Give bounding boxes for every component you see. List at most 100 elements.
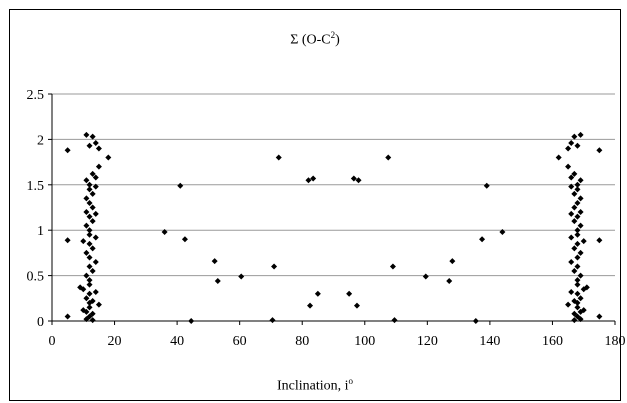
- data-point: [275, 154, 282, 161]
- data-point: [577, 209, 584, 216]
- data-point: [181, 236, 188, 243]
- x-tick-label: 20: [108, 334, 122, 349]
- data-point: [83, 249, 90, 256]
- data-point: [596, 237, 603, 244]
- data-point: [350, 175, 357, 182]
- data-point: [574, 181, 581, 188]
- data-point: [307, 302, 314, 309]
- data-point: [310, 175, 317, 182]
- data-point: [314, 290, 321, 297]
- y-tick-label: 1: [37, 224, 44, 239]
- data-point: [574, 281, 581, 288]
- data-point: [86, 290, 93, 297]
- data-point: [568, 210, 575, 217]
- data-point: [574, 304, 581, 311]
- data-point: [89, 204, 96, 211]
- data-point: [83, 195, 90, 202]
- data-point: [577, 195, 584, 202]
- data-point: [86, 263, 93, 270]
- data-point: [271, 263, 278, 270]
- data-point: [353, 302, 360, 309]
- data-point: [83, 177, 90, 184]
- data-point: [86, 199, 93, 206]
- x-tick-label: 140: [479, 334, 500, 349]
- y-tick-label: 1.5: [27, 179, 45, 194]
- data-point: [574, 213, 581, 220]
- x-tick-label: 40: [170, 334, 184, 349]
- data-point: [568, 288, 575, 295]
- x-tick-label: 100: [354, 334, 375, 349]
- data-point: [80, 286, 87, 293]
- data-point: [305, 177, 312, 184]
- data-point: [238, 273, 245, 280]
- x-tick-label: 60: [233, 334, 247, 349]
- data-point: [577, 222, 584, 229]
- data-point: [571, 268, 578, 275]
- x-tick-label: 80: [295, 334, 309, 349]
- data-point: [188, 318, 195, 324]
- chart-frame: [9, 9, 621, 401]
- data-point: [89, 268, 96, 275]
- data-point: [565, 163, 572, 170]
- data-point: [89, 133, 96, 140]
- data-point: [86, 186, 93, 193]
- y-tick-label: 0.5: [27, 270, 45, 285]
- data-point: [83, 295, 90, 302]
- data-point: [577, 272, 584, 279]
- data-point: [83, 209, 90, 216]
- x-tick-label: 120: [417, 334, 438, 349]
- data-point: [83, 131, 90, 138]
- axes: [48, 93, 616, 325]
- data-point: [86, 213, 93, 220]
- data-point: [580, 307, 587, 314]
- data-point: [449, 258, 456, 265]
- data-point: [472, 318, 479, 324]
- data-point: [568, 234, 575, 241]
- chart-title-suffix: ): [335, 32, 340, 48]
- data-point: [583, 284, 590, 291]
- data-point: [422, 273, 429, 280]
- data-point: [568, 258, 575, 265]
- data-point: [574, 227, 581, 234]
- data-point: [177, 182, 184, 189]
- data-point: [574, 299, 581, 306]
- data-point: [92, 234, 99, 241]
- chart-title-superscript: 2: [330, 30, 336, 40]
- gridlines: [52, 93, 615, 277]
- data-point: [86, 181, 93, 188]
- data-point: [95, 163, 102, 170]
- data-point: [580, 238, 587, 245]
- data-point: [105, 154, 112, 161]
- data-point: [86, 281, 93, 288]
- data-point: [577, 316, 584, 323]
- data-point: [483, 182, 490, 189]
- data-point: [86, 240, 93, 247]
- data-point: [92, 174, 99, 181]
- data-point: [64, 313, 71, 320]
- data-point: [574, 240, 581, 247]
- data-points: [64, 131, 603, 324]
- data-point: [574, 277, 581, 284]
- data-point: [391, 317, 398, 324]
- data-point: [565, 301, 572, 308]
- data-point: [92, 288, 99, 295]
- data-point: [86, 254, 93, 261]
- data-point: [89, 317, 96, 324]
- y-tick-label: 0: [37, 315, 44, 330]
- data-point: [86, 304, 93, 311]
- chart-title: Σ (O-C2): [9, 30, 621, 49]
- data-point: [574, 142, 581, 149]
- data-point: [64, 147, 71, 154]
- data-point: [577, 131, 584, 138]
- data-point: [571, 170, 578, 177]
- data-point: [574, 231, 581, 238]
- data-point: [92, 210, 99, 217]
- data-point: [95, 145, 102, 152]
- data-point: [574, 263, 581, 270]
- data-point: [211, 258, 218, 265]
- data-point: [346, 290, 353, 297]
- data-point: [574, 254, 581, 261]
- data-point: [83, 308, 90, 315]
- data-point: [86, 227, 93, 234]
- x-tick-label: 160: [542, 334, 563, 349]
